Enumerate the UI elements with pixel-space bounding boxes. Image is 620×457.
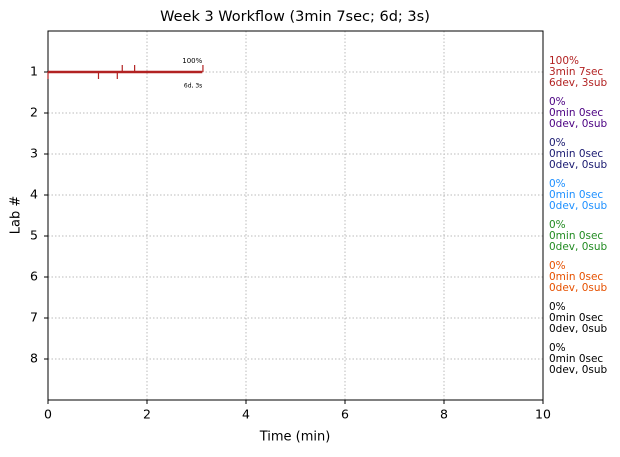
lab-info: 0dev, 0sub bbox=[549, 323, 608, 335]
lab-info: 0min 0sec bbox=[549, 230, 603, 242]
x-tick-label: 8 bbox=[440, 407, 448, 422]
lab-info: 0dev, 0sub bbox=[549, 241, 608, 253]
lab-info: 0dev, 0sub bbox=[549, 282, 608, 294]
lab-info: 0min 0sec bbox=[549, 189, 603, 201]
x-tick-label: 6 bbox=[341, 407, 349, 422]
lab-info: 0min 0sec bbox=[549, 271, 603, 283]
annotation: 6d, 3s bbox=[184, 83, 202, 90]
lab-info: 0dev, 0sub bbox=[549, 364, 608, 376]
lab-info: 0% bbox=[549, 342, 566, 354]
y-tick-label: 1 bbox=[30, 64, 38, 79]
lab-info: 0% bbox=[549, 178, 566, 190]
lab-info: 0% bbox=[549, 137, 566, 149]
x-axis-label: Time (min) bbox=[259, 430, 331, 445]
y-tick-label: 2 bbox=[30, 105, 38, 120]
lab-info: 0dev, 0sub bbox=[549, 159, 608, 171]
y-tick-label: 5 bbox=[30, 228, 38, 243]
lab-info: 0min 0sec bbox=[549, 107, 603, 119]
lab-info: 3min 7sec bbox=[549, 66, 603, 78]
plot-frame bbox=[47, 30, 544, 401]
y-axis-label: Lab # bbox=[9, 196, 24, 235]
x-tick-label: 2 bbox=[143, 407, 151, 422]
chart-title: Week 3 Workflow (3min 7sec; 6d; 3s) bbox=[160, 9, 430, 25]
lab-info: 0min 0sec bbox=[549, 148, 603, 160]
lab-info: 0min 0sec bbox=[549, 353, 603, 365]
lab-info: 0% bbox=[549, 260, 566, 272]
annotation: 100% bbox=[182, 57, 202, 65]
lab-info: 0% bbox=[549, 301, 566, 313]
lab-info: 0min 0sec bbox=[549, 312, 603, 324]
x-tick-label: 0 bbox=[44, 407, 52, 422]
y-tick-label: 4 bbox=[30, 187, 38, 202]
lab-info: 0dev, 0sub bbox=[549, 200, 608, 212]
lab-info: 0% bbox=[549, 96, 566, 108]
y-tick-label: 6 bbox=[30, 269, 38, 284]
x-tick-label: 10 bbox=[535, 407, 551, 422]
lab-info: 100% bbox=[549, 55, 579, 67]
lab-info: 0dev, 0sub bbox=[549, 118, 608, 130]
y-tick-label: 8 bbox=[30, 351, 38, 366]
y-tick-label: 7 bbox=[30, 310, 38, 325]
y-tick-label: 3 bbox=[30, 146, 38, 161]
x-tick-label: 4 bbox=[242, 407, 250, 422]
lab-info: 6dev, 3sub bbox=[549, 77, 608, 89]
lab-info: 0% bbox=[549, 219, 566, 231]
